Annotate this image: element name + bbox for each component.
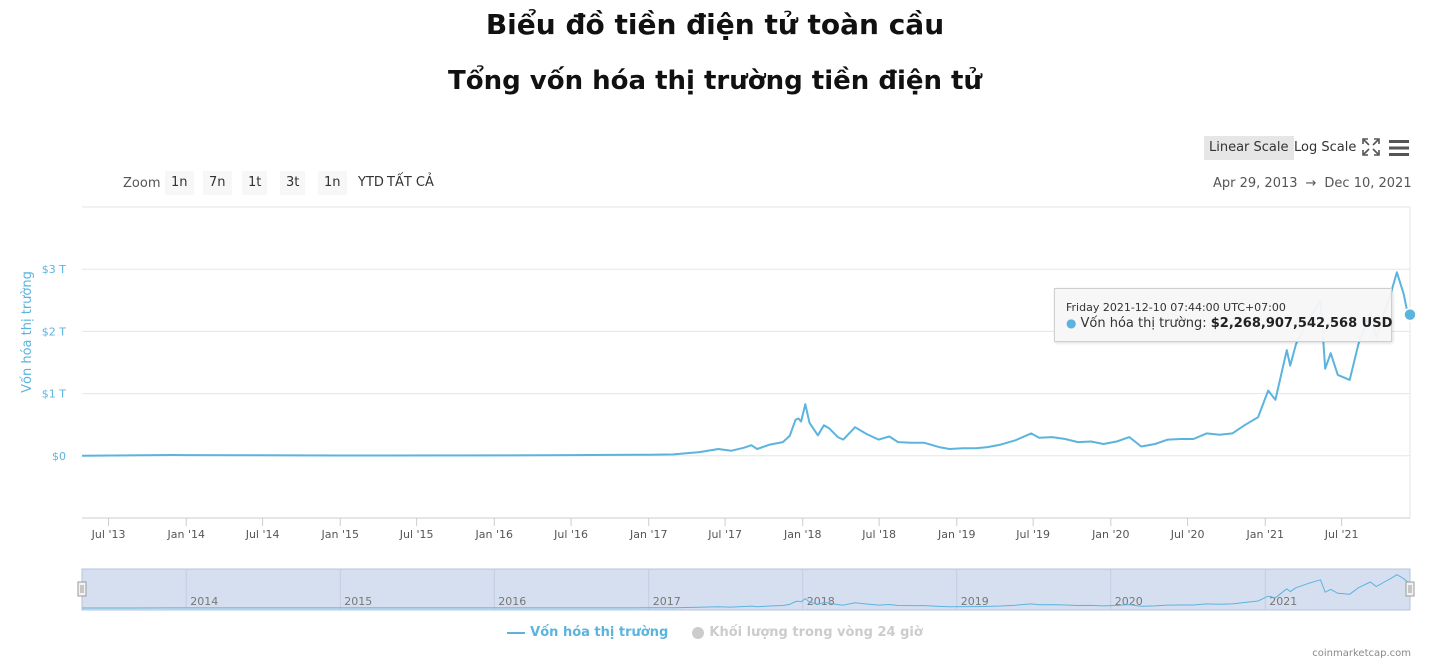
y-tick-label: $0 (52, 450, 66, 463)
x-tick-label: Jan '16 (475, 528, 513, 541)
chart-title: Tổng vốn hóa thị trường tiền điện tử (447, 66, 982, 96)
legend: Vốn hóa thị trường Khối lượng trong vòng… (0, 625, 1430, 640)
y-tick-label: $1 T (42, 388, 66, 401)
dot-swatch-icon (692, 626, 705, 639)
x-tick-label: Jul '18 (861, 528, 896, 541)
y-axis-title: Vốn hóa thị trường (20, 271, 35, 393)
zoom-button-1n-day[interactable]: 1n (165, 171, 194, 195)
navigator-year-label: 2019 (961, 595, 989, 608)
legend-label-market-cap: Vốn hóa thị trường (530, 625, 669, 640)
x-axis: Jul '13 Jan '14 Jul '14 Jan '15 Jul '15 Jan '… (82, 517, 1410, 541)
tooltip-value-line: ● Vốn hóa thị trường: $2,268,907,542,568 … (1066, 316, 1392, 331)
navigator-year-label: 2015 (344, 595, 372, 608)
navigator-handle-right[interactable] (1405, 581, 1415, 597)
tooltip: Friday 2021-12-10 07:44:00 UTC+07:00 ● Vố… (1054, 288, 1392, 342)
x-tick-label: Jan '14 (166, 528, 204, 541)
log-scale-button[interactable]: Log Scale (1294, 140, 1357, 155)
x-tick-label: Jan '17 (629, 528, 667, 541)
tooltip-date: Friday 2021-12-10 07:44:00 UTC+07:00 (1066, 301, 1286, 314)
x-tick-label: Jul '16 (553, 528, 588, 541)
page-title: Biểu đồ tiền điện tử toàn cầu (485, 8, 945, 41)
hover-marker (1403, 307, 1417, 322)
zoom-button-3t[interactable]: 3t (280, 171, 306, 195)
zoom-button-1t[interactable]: 1t (242, 171, 268, 195)
tooltip-value: $2,268,907,542,568 USD (1210, 316, 1393, 331)
legend-item-market-cap[interactable]: Vốn hóa thị trường (507, 625, 668, 640)
legend-label-volume: Khối lượng trong vòng 24 giờ (709, 625, 923, 640)
navigator-handle-left[interactable] (77, 581, 87, 597)
zoom-button-7n[interactable]: 7n (203, 171, 232, 195)
linear-scale-button[interactable]: Linear Scale (1204, 136, 1294, 160)
x-tick-label: Jul '19 (1015, 528, 1050, 541)
navigator-year-label: 2021 (1269, 595, 1297, 608)
navigator-line (81, 574, 1411, 609)
date-range-from[interactable]: Apr 29, 2013 (1213, 176, 1298, 191)
navigator-year-label: 2018 (807, 595, 835, 608)
navigator-year-label: 2016 (498, 595, 526, 608)
x-tick-label: Jan '21 (1246, 528, 1284, 541)
x-tick-label: Jul '20 (1170, 528, 1205, 541)
tooltip-label: Vốn hóa thị trường: (1080, 316, 1207, 331)
date-range: Apr 29, 2013 → Dec 10, 2021 (1213, 174, 1412, 194)
arrow-right-icon: → (1305, 176, 1317, 191)
zoom-button-1n-year[interactable]: 1n (318, 171, 347, 195)
x-tick-label: Jul '21 (1324, 528, 1359, 541)
x-tick-label: Jan '19 (937, 528, 975, 541)
line-swatch-icon (507, 631, 526, 634)
tooltip-dot-icon: ● (1066, 316, 1077, 330)
y-axis: $0 $1 T $2 T $3 T (42, 263, 66, 463)
x-tick-label: Jan '15 (321, 528, 359, 541)
x-tick-label: Jan '18 (783, 528, 821, 541)
x-tick-label: Jul '14 (245, 528, 280, 541)
date-range-to[interactable]: Dec 10, 2021 (1324, 176, 1412, 191)
zoom-label: Zoom (123, 176, 161, 191)
fullscreen-icon[interactable] (1362, 138, 1380, 161)
hamburger-menu-icon[interactable] (1389, 139, 1409, 162)
x-tick-label: Jul '17 (707, 528, 742, 541)
y-tick-label: $3 T (42, 263, 66, 276)
x-tick-label: Jul '13 (91, 528, 126, 541)
grid-lines (82, 206, 1411, 518)
credit-link[interactable]: coinmarketcap.com (1312, 648, 1411, 659)
zoom-button-ytd[interactable]: YTD (358, 175, 384, 190)
legend-item-volume[interactable]: Khối lượng trong vòng 24 giờ (692, 625, 923, 640)
y-tick-label: $2 T (42, 325, 66, 338)
zoom-button-all[interactable]: TẤT CẢ (387, 175, 434, 190)
x-tick-label: Jul '15 (399, 528, 434, 541)
navigator-year-label: 2017 (653, 595, 681, 608)
navigator-year-label: 2014 (190, 595, 218, 608)
navigator[interactable]: 2014 2015 2016 2017 2018 2019 2020 2021 (77, 568, 1415, 611)
x-tick-label: Jan '20 (1091, 528, 1129, 541)
